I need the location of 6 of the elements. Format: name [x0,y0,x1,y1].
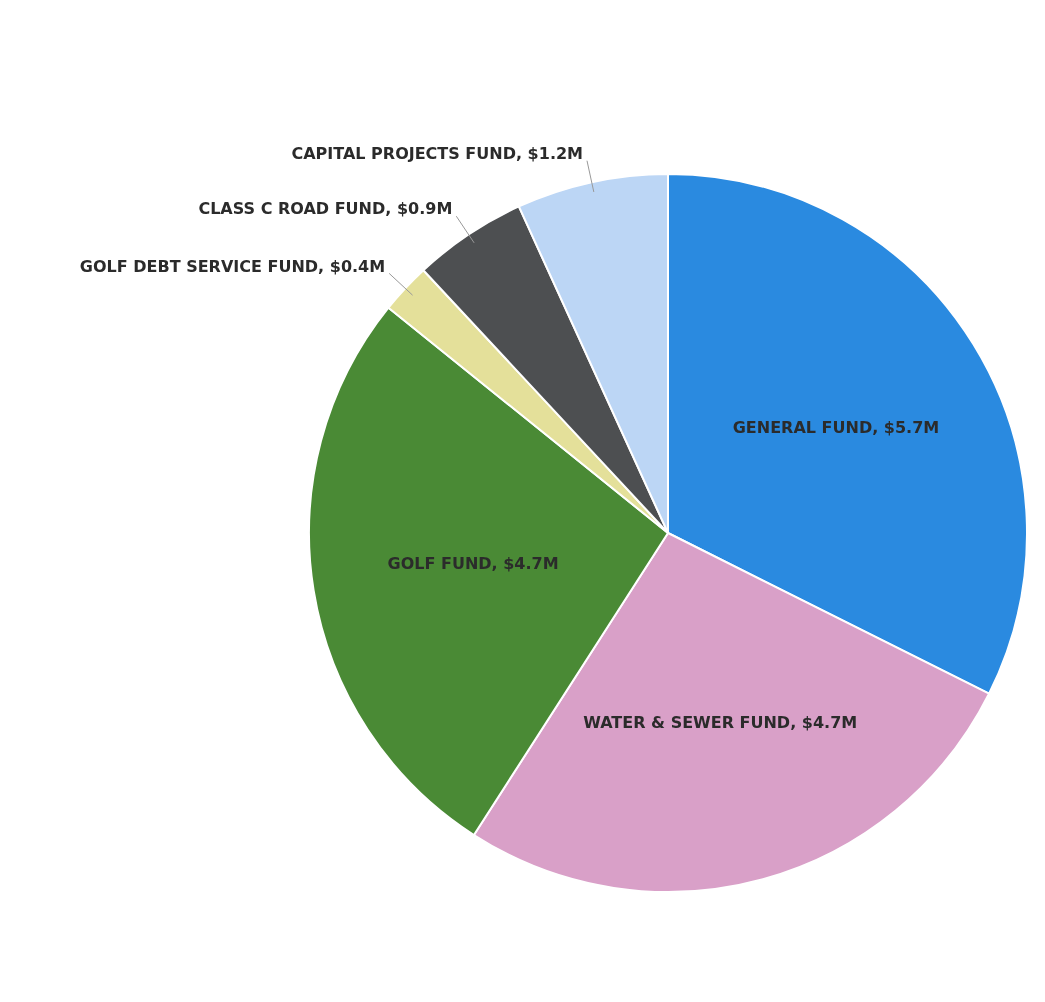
slice-label: CAPITAL PROJECTS FUND, $1.2M [291,143,584,163]
slice-label: GOLF FUND, $4.7M [387,553,559,573]
slice-label: GOLF DEBT SERVICE FUND, $0.4M [79,256,386,276]
slice-label: CLASS C ROAD FUND, $0.9M [198,199,453,219]
slice-label: WATER & SEWER FUND, $4.7M [583,712,858,732]
slice-label: GENERAL FUND, $5.7M [732,418,940,438]
